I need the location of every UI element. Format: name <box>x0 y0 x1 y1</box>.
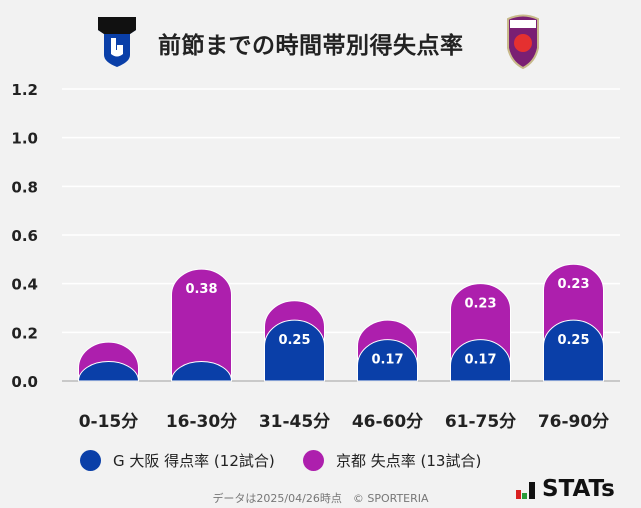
bar-chart-icon <box>516 482 535 499</box>
gamba-value-label: 0.17 <box>464 353 496 368</box>
x-category-label: 16-30分 <box>166 412 237 432</box>
gamba-osaka-emblem <box>98 17 136 67</box>
x-category-label: 76-90分 <box>538 412 609 432</box>
kyoto-value-label: 0.38 <box>185 282 217 297</box>
stats-brand: STATs <box>516 476 615 502</box>
gamba-value-label: 0.17 <box>371 353 403 368</box>
kyoto-conceded-bar <box>171 268 232 382</box>
chart-title: 前節までの時間帯別得失点率 <box>158 33 464 59</box>
legend-item-kyoto: 京都 失点率 (13試合) <box>303 450 481 471</box>
legend-label: 京都 失点率 (13試合) <box>336 452 482 470</box>
gamba-scored-bar <box>357 339 418 382</box>
y-tick-label: 0.8 <box>11 178 38 196</box>
gamba-scored-bar <box>264 319 325 382</box>
gamba-value-label: 0.25 <box>557 333 589 348</box>
brand-text: STATs <box>542 476 615 502</box>
gamba-scored-bar <box>170 361 233 382</box>
legend-swatch <box>303 450 324 471</box>
kyoto-value-label: 0.23 <box>557 277 589 292</box>
footer-note: データは2025/04/26時点 © SPORTERIA <box>212 492 429 505</box>
logos <box>98 14 539 70</box>
x-category-label: 46-60分 <box>352 412 423 432</box>
y-tick-label: 1.2 <box>11 81 38 99</box>
x-category-label: 0-15分 <box>79 412 139 432</box>
gamba-value-label: 0.25 <box>278 333 310 348</box>
legend-label: G 大阪 得点率 (12試合) <box>113 452 275 470</box>
gamba-scored-bar <box>450 339 511 382</box>
y-tick-label: 0.6 <box>11 227 38 245</box>
y-tick-label: 0.2 <box>11 324 38 342</box>
y-tick-label: 1.0 <box>11 130 38 148</box>
legend-swatch <box>80 450 101 471</box>
x-category-label: 61-75分 <box>445 412 516 432</box>
gamba-scored-bar <box>543 319 604 382</box>
y-tick-label: 0.4 <box>11 276 38 294</box>
x-category-label: 31-45分 <box>259 412 330 432</box>
kyoto-value-label: 0.23 <box>464 297 496 312</box>
y-tick-label: 0.0 <box>11 373 38 391</box>
kyoto-sanga-emblem <box>507 14 539 70</box>
gamba-scored-bar <box>77 361 140 382</box>
legend-item-gamba: G 大阪 得点率 (12試合) <box>80 450 275 471</box>
